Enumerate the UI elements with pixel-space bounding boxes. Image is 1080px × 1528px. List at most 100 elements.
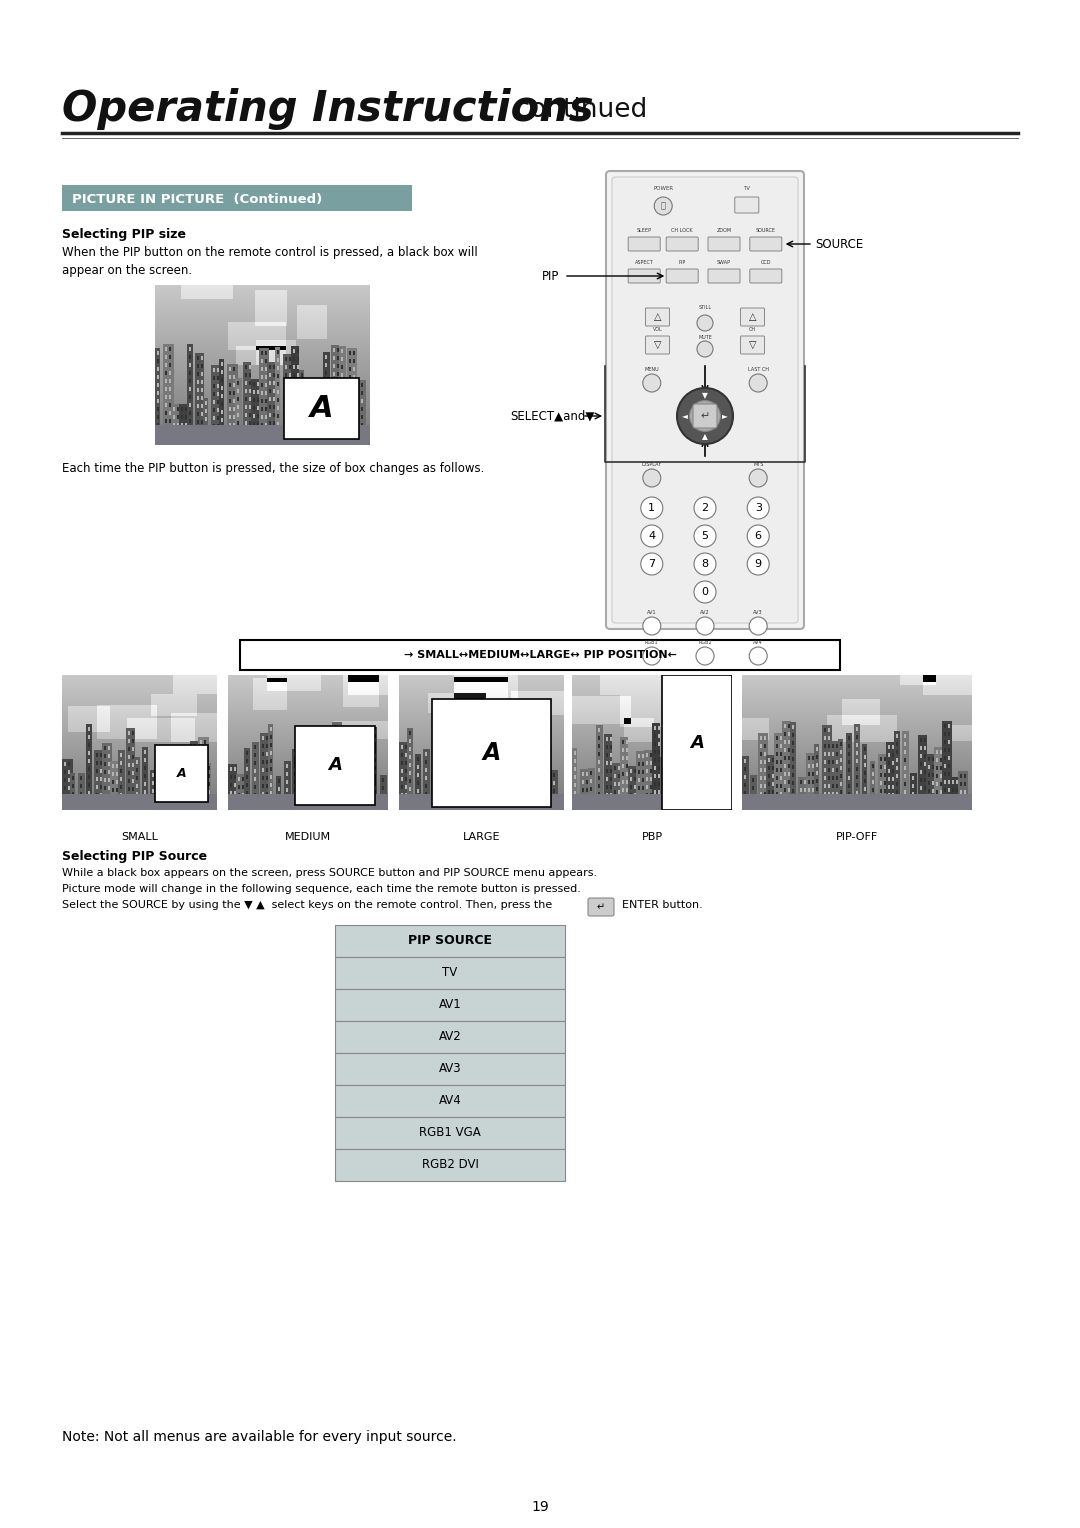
Text: RGB2 DVI: RGB2 DVI bbox=[421, 1158, 478, 1172]
Text: SOURCE: SOURCE bbox=[756, 228, 775, 232]
Text: ↵: ↵ bbox=[597, 902, 605, 912]
FancyBboxPatch shape bbox=[646, 309, 670, 325]
Text: 9: 9 bbox=[755, 559, 761, 568]
Text: Note: Not all menus are available for every input source.: Note: Not all menus are available for ev… bbox=[62, 1430, 457, 1444]
Text: TV: TV bbox=[443, 967, 458, 979]
FancyBboxPatch shape bbox=[708, 269, 740, 283]
FancyBboxPatch shape bbox=[708, 237, 740, 251]
Circle shape bbox=[640, 553, 663, 575]
Circle shape bbox=[697, 315, 713, 332]
Circle shape bbox=[750, 646, 767, 665]
Text: TV: TV bbox=[743, 186, 751, 191]
Text: 19: 19 bbox=[531, 1500, 549, 1514]
Text: ▽: ▽ bbox=[748, 341, 756, 350]
FancyBboxPatch shape bbox=[335, 989, 565, 1021]
FancyBboxPatch shape bbox=[629, 269, 660, 283]
Text: AV4: AV4 bbox=[754, 640, 762, 645]
Text: A: A bbox=[328, 756, 342, 775]
FancyBboxPatch shape bbox=[432, 700, 551, 807]
Circle shape bbox=[690, 400, 720, 431]
Text: ►: ► bbox=[723, 411, 728, 420]
Circle shape bbox=[697, 341, 713, 358]
Text: RGB1 VGA: RGB1 VGA bbox=[419, 1126, 481, 1140]
Text: MEDIUM: MEDIUM bbox=[285, 833, 332, 842]
Text: MUTE: MUTE bbox=[698, 335, 712, 341]
FancyBboxPatch shape bbox=[335, 957, 565, 989]
Text: △: △ bbox=[748, 312, 756, 322]
Text: ▼: ▼ bbox=[702, 391, 707, 400]
Text: → SMALL↔MEDIUM↔LARGE↔ PIP POSITION←: → SMALL↔MEDIUM↔LARGE↔ PIP POSITION← bbox=[404, 649, 676, 660]
Text: A: A bbox=[690, 733, 704, 752]
FancyBboxPatch shape bbox=[741, 309, 765, 325]
Text: RGB1: RGB1 bbox=[645, 640, 659, 645]
FancyBboxPatch shape bbox=[335, 924, 565, 957]
Text: SOURCE: SOURCE bbox=[815, 237, 863, 251]
Text: A: A bbox=[483, 741, 500, 766]
Text: PIP: PIP bbox=[678, 260, 686, 264]
Text: AV1: AV1 bbox=[647, 610, 657, 614]
Circle shape bbox=[696, 617, 714, 636]
FancyBboxPatch shape bbox=[335, 1149, 565, 1181]
Text: 7: 7 bbox=[648, 559, 656, 568]
Text: AV3: AV3 bbox=[754, 610, 762, 614]
Circle shape bbox=[643, 469, 661, 487]
Text: SELECT▲and▼: SELECT▲and▼ bbox=[510, 410, 594, 423]
Text: CH: CH bbox=[748, 327, 756, 332]
Text: ◄: ◄ bbox=[681, 411, 688, 420]
Text: PIP-OFF: PIP-OFF bbox=[836, 833, 878, 842]
Text: Selecting PIP size: Selecting PIP size bbox=[62, 228, 186, 241]
FancyBboxPatch shape bbox=[629, 237, 660, 251]
FancyBboxPatch shape bbox=[666, 269, 698, 283]
Text: 2: 2 bbox=[701, 503, 708, 513]
Circle shape bbox=[640, 497, 663, 520]
Circle shape bbox=[750, 469, 767, 487]
FancyBboxPatch shape bbox=[734, 197, 759, 212]
Text: When the PIP button on the remote control is pressed, a black box will: When the PIP button on the remote contro… bbox=[62, 246, 477, 260]
Text: △: △ bbox=[653, 312, 661, 322]
FancyBboxPatch shape bbox=[693, 403, 717, 428]
FancyBboxPatch shape bbox=[588, 898, 615, 915]
Text: POWER: POWER bbox=[653, 186, 673, 191]
FancyBboxPatch shape bbox=[750, 237, 782, 251]
FancyBboxPatch shape bbox=[666, 237, 698, 251]
Circle shape bbox=[696, 646, 714, 665]
Text: VOL: VOL bbox=[652, 327, 662, 332]
FancyBboxPatch shape bbox=[335, 1117, 565, 1149]
Circle shape bbox=[694, 553, 716, 575]
Circle shape bbox=[747, 497, 769, 520]
FancyBboxPatch shape bbox=[662, 675, 732, 810]
FancyBboxPatch shape bbox=[240, 640, 840, 669]
Text: MTS: MTS bbox=[753, 461, 764, 468]
Text: PIP SOURCE: PIP SOURCE bbox=[408, 935, 492, 947]
FancyBboxPatch shape bbox=[284, 377, 360, 439]
Text: 6: 6 bbox=[755, 532, 761, 541]
Text: RGB2: RGB2 bbox=[698, 640, 712, 645]
FancyBboxPatch shape bbox=[612, 177, 798, 623]
Text: STILL: STILL bbox=[699, 306, 712, 310]
Circle shape bbox=[643, 646, 661, 665]
Text: MENU: MENU bbox=[645, 367, 659, 371]
FancyBboxPatch shape bbox=[62, 185, 411, 211]
FancyBboxPatch shape bbox=[335, 1085, 565, 1117]
Circle shape bbox=[750, 374, 767, 393]
Text: 3: 3 bbox=[755, 503, 761, 513]
Circle shape bbox=[643, 374, 661, 393]
Circle shape bbox=[643, 617, 661, 636]
Text: A: A bbox=[176, 767, 186, 781]
Circle shape bbox=[654, 197, 672, 215]
FancyBboxPatch shape bbox=[295, 726, 375, 805]
Text: Operating Instructions: Operating Instructions bbox=[62, 89, 594, 130]
Text: CH LOCK: CH LOCK bbox=[672, 228, 693, 232]
Text: 4: 4 bbox=[648, 532, 656, 541]
Text: AV2: AV2 bbox=[438, 1030, 461, 1044]
FancyBboxPatch shape bbox=[606, 171, 804, 630]
Text: SMALL: SMALL bbox=[121, 833, 158, 842]
Text: appear on the screen.: appear on the screen. bbox=[62, 264, 192, 277]
Text: LAST CH: LAST CH bbox=[747, 367, 769, 371]
Text: PICTURE IN PICTURE  (Continued): PICTURE IN PICTURE (Continued) bbox=[72, 193, 322, 205]
Text: A: A bbox=[310, 394, 334, 423]
Circle shape bbox=[750, 617, 767, 636]
Text: LARGE: LARGE bbox=[462, 833, 500, 842]
Circle shape bbox=[640, 526, 663, 547]
Text: AV3: AV3 bbox=[438, 1062, 461, 1076]
